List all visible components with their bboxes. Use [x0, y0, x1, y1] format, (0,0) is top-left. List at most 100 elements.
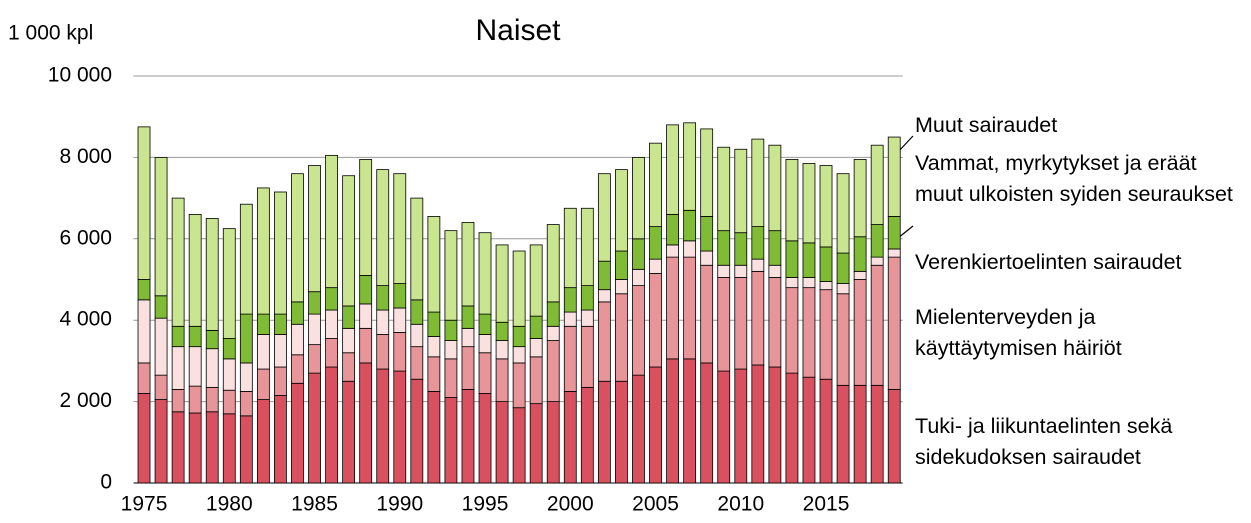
bar-segment [870, 264, 884, 386]
bar-segment [478, 232, 492, 315]
bar-segment [512, 250, 526, 327]
bar-segment [597, 260, 611, 291]
bar-segment [734, 277, 748, 370]
bar-segment [205, 386, 219, 413]
bar-segment [580, 386, 594, 484]
bar-segment [819, 378, 833, 484]
bar-segment [171, 197, 185, 327]
bar-segment [802, 163, 816, 244]
bar-segment [495, 358, 509, 402]
bar-segment [870, 384, 884, 484]
bar-segment [171, 388, 185, 413]
bar-segment [444, 340, 458, 360]
bar-segment [666, 256, 679, 360]
bar-segment [768, 144, 782, 232]
bar-segment [887, 216, 901, 250]
bar-segment [870, 256, 884, 266]
bar-segment [188, 213, 202, 327]
bar-segment [461, 305, 475, 329]
bar-segment [768, 366, 782, 484]
bar-segment [649, 258, 662, 274]
bar-segment [205, 329, 219, 350]
y-axis-unit: 1 000 kpl [8, 22, 93, 45]
bar-segment [274, 395, 287, 484]
bar-segment [444, 230, 458, 321]
bar-segment [188, 325, 202, 348]
bar-segment [785, 277, 799, 289]
bar-segment [410, 346, 424, 380]
bar-segment [393, 283, 407, 309]
bar-segment [188, 346, 202, 387]
bar-segment [325, 309, 338, 339]
x-tick-label: 2005 [632, 493, 679, 516]
bar-segment [546, 340, 560, 402]
bar-segment [853, 279, 867, 386]
bar-segment [239, 391, 253, 417]
bar-segment [597, 289, 611, 303]
bar-segment [410, 197, 424, 301]
bar-segment [239, 313, 253, 364]
bar-segment [325, 338, 338, 368]
bar-segment [546, 401, 560, 484]
x-tick-label: 2000 [547, 493, 594, 516]
bar-segment [580, 325, 594, 388]
bar-segment [802, 287, 816, 378]
bar-segment [615, 169, 628, 252]
bar-segment [563, 325, 577, 392]
bar-segment [717, 370, 731, 484]
bar-segment [546, 325, 560, 341]
x-tick-label: 1980 [206, 493, 253, 516]
bar-segment [666, 213, 679, 246]
bar-segment [376, 334, 390, 370]
x-tick-label: 2010 [717, 493, 764, 516]
bar-segment [546, 301, 560, 327]
bar-segment [376, 309, 390, 335]
y-tick-label: 4 000 [59, 308, 112, 331]
bar-segment [853, 159, 867, 238]
bar-segment [137, 126, 151, 280]
bar-segment [427, 311, 441, 337]
bar-segment [410, 299, 424, 325]
bar-segment [563, 311, 577, 327]
bar-segment [205, 411, 219, 484]
bar-segment [615, 279, 628, 295]
bar-segment [308, 372, 321, 484]
bar-segment [478, 334, 492, 354]
bar-segment [870, 224, 884, 258]
bar-segment [717, 264, 731, 278]
bar-segment [376, 285, 390, 311]
bar-segment [666, 244, 679, 258]
y-tick-label: 6 000 [59, 226, 112, 249]
bar-segment [274, 334, 287, 368]
bar-segment [274, 191, 287, 315]
bar-segment [154, 374, 168, 400]
bar-segment [274, 313, 287, 335]
bar-segment [205, 348, 219, 388]
bar-segment [325, 287, 338, 311]
bar-segment [597, 380, 611, 484]
bar-segment [666, 358, 679, 484]
bar-segment [529, 315, 543, 339]
bar-segment [717, 230, 731, 266]
bar-segment [853, 270, 867, 280]
bar-segment [887, 388, 901, 484]
bar-segment [274, 366, 287, 396]
bar-segment [427, 391, 441, 484]
bar-segment [751, 270, 765, 366]
bar-segment [819, 246, 833, 282]
bar-segment [649, 226, 662, 260]
bar-segment [751, 138, 765, 227]
bar-segment [683, 209, 697, 242]
bar-segment [171, 325, 185, 348]
y-tick-label: 2 000 [59, 389, 112, 412]
legend-label: Muut sairaudet [915, 113, 1058, 137]
bar-segment [580, 285, 594, 311]
bar-segment [632, 285, 645, 376]
legend-label: Vammat, myrkytykset ja eräät muut ulkois… [915, 151, 1233, 206]
bar-segment [649, 272, 662, 368]
bar-segment [291, 301, 304, 325]
bar-segment [256, 313, 270, 335]
bar-segment [154, 156, 168, 297]
chart-title: Naiset [475, 14, 561, 47]
